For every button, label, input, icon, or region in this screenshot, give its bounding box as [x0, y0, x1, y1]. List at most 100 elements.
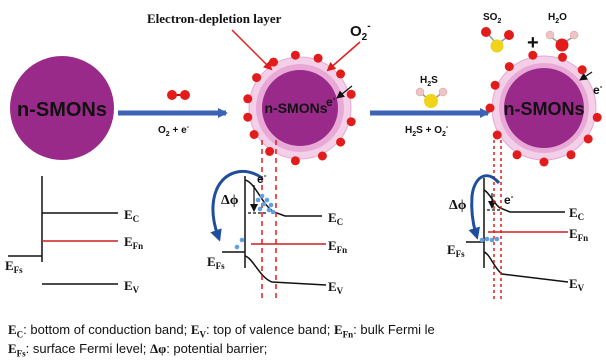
h2s-label: H2S: [420, 75, 438, 88]
electron-dot: [266, 207, 272, 213]
electron-dot: [270, 209, 276, 215]
legend-line-1: EC: bottom of conduction band; EV: top o…: [8, 322, 606, 340]
legend-ev-symbol: EV: [190, 322, 207, 340]
oxygen-ion: [504, 62, 514, 72]
electron-dots-middle: [234, 193, 276, 250]
h2o-molecule: [545, 30, 579, 52]
oxygen-ion: [592, 112, 602, 122]
electron-dot: [494, 236, 500, 242]
band2-ec-label: EC: [328, 210, 343, 227]
right-particle: [491, 55, 597, 161]
middle-electron-arrow: [336, 85, 353, 99]
band1-ev-label: EV: [124, 278, 140, 295]
oxygen-ion: [243, 112, 253, 122]
o2-ion-label: O2-: [350, 21, 371, 43]
electron-dot: [234, 244, 240, 250]
oxygen-ion: [539, 157, 549, 167]
band1-efs-label: EFs: [5, 258, 23, 275]
oxygen-ion: [313, 53, 323, 63]
oxygen-ion: [249, 130, 259, 139]
oxygen-ion: [558, 52, 567, 62]
oxygen-ion: [290, 50, 300, 60]
electron-dot: [261, 201, 267, 207]
adsorbed-oxygen-ions-middle: [243, 50, 356, 166]
legend-ec-symbol: EC: [8, 322, 24, 340]
o2-molecule: [167, 90, 190, 100]
electron-dot: [259, 193, 265, 199]
legend-ec-text: : bottom of conduction band;: [23, 322, 191, 337]
so2-molecule: [481, 27, 514, 53]
band3-delta-phi: Δϕ: [449, 198, 467, 213]
oxygen-ion: [490, 80, 500, 90]
legend-efn-symbol: EFn: [333, 322, 354, 340]
electron-dot: [239, 237, 245, 243]
legend-efn-text: : bulk Fermi le: [353, 322, 435, 337]
oxygen-ion: [492, 130, 502, 140]
oxygen-ion: [566, 150, 576, 160]
band3-efn-label: EFn: [569, 226, 588, 243]
oxygen-ion: [317, 151, 327, 161]
oxygen-ion: [528, 50, 538, 60]
oxygen-ion: [346, 89, 356, 99]
band2-delta-phi: Δϕ: [221, 193, 239, 208]
reaction-1-label: O2 + e-: [158, 124, 190, 138]
band1-ec-label: EC: [124, 207, 139, 224]
oxygen-ion: [583, 134, 593, 144]
depletion-layer-arrow: [231, 29, 273, 71]
left-particle-label: n-SMONs: [17, 99, 107, 121]
electron-dot: [268, 202, 274, 208]
reaction-2-label: H2S + O2-: [405, 124, 449, 138]
middle-particle: [248, 56, 352, 160]
oxygen-ion: [346, 117, 356, 127]
oxygen-ion: [577, 65, 587, 75]
oxygen-ion: [336, 137, 346, 147]
band2-electron-label: e-: [257, 171, 267, 186]
oxygen-ion: [512, 150, 522, 160]
oxygen-ion: [252, 73, 262, 83]
electron-dot: [489, 237, 495, 243]
o2-ion-arrow: [326, 41, 361, 72]
right-electron-arrow: [579, 71, 593, 81]
band3-efs-label: EFs: [447, 242, 465, 259]
legend-ev-text: : top of valence band;: [206, 322, 334, 337]
electron-dot: [255, 197, 261, 203]
band3-ec-label: EC: [569, 205, 584, 222]
band3-ev-label: EV: [569, 276, 585, 293]
plus-sign: +: [527, 32, 539, 54]
band-diagram-middle: [210, 140, 327, 300]
band-diagram-right: [466, 140, 569, 300]
electron-dot: [484, 236, 490, 242]
band2-efs-label: EFs: [207, 254, 225, 271]
right-particle-label: n-SMONs: [504, 99, 585, 119]
oxygen-ion: [243, 94, 253, 104]
right-electron-label: e-: [593, 82, 603, 97]
band-diagram-flat: [8, 176, 118, 285]
adsorbed-oxygen-ions-right: [485, 50, 602, 167]
oxygen-ion: [336, 69, 346, 79]
legend-efs-symbol: EFs: [8, 341, 26, 359]
legend-dphi-text: : potential barrier;: [166, 341, 268, 356]
left-particle: [10, 56, 114, 160]
electron-dot: [264, 197, 270, 203]
oxygen-ion: [290, 156, 300, 166]
h2s-molecule: [415, 87, 448, 108]
legend-dphi-symbol: Δφ: [149, 341, 167, 356]
legend-line-2: EFs: surface Fermi level; Δφ: potential …: [8, 341, 606, 359]
oxygen-ion: [265, 146, 275, 156]
electron-dots-right: [479, 236, 500, 243]
band1-efn-label: EFn: [124, 234, 143, 251]
band3-electron-label: e-: [504, 192, 514, 207]
electron-dot: [257, 206, 263, 212]
oxygen-ion: [485, 103, 495, 113]
middle-electron-label: e-: [326, 94, 336, 109]
band2-ev-label: EV: [328, 279, 344, 296]
legend-efs-text: : surface Fermi level;: [25, 341, 150, 356]
electron-dot: [479, 237, 485, 243]
oxygen-ion: [269, 57, 278, 67]
so2-label: SO2: [483, 12, 501, 25]
middle-particle-label: n-SMONs: [265, 100, 328, 116]
depletion-layer-label: Electron-depletion layer: [147, 11, 282, 26]
h2o-label: H2O: [548, 12, 567, 25]
band2-efn-label: EFn: [328, 238, 347, 255]
